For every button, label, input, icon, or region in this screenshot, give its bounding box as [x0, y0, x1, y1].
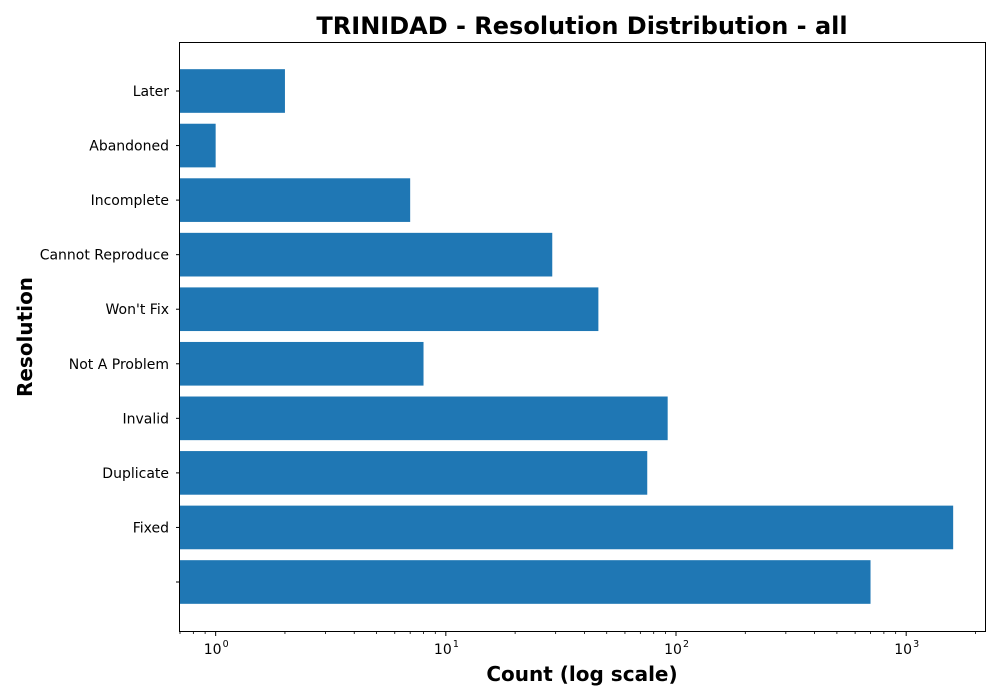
- y-tick-label: Not A Problem: [69, 357, 169, 373]
- y-axis-label: Resolution: [13, 277, 37, 397]
- y-tick-label: Later: [133, 84, 169, 100]
- y-tick-label: Invalid: [122, 411, 169, 427]
- y-tick-label: Cannot Reproduce: [40, 248, 169, 264]
- y-tick-label: Incomplete: [91, 193, 169, 209]
- y-tick-label: Fixed: [133, 520, 169, 536]
- bar-fixed: [180, 506, 953, 550]
- y-tick-label: Duplicate: [102, 466, 169, 482]
- bar-later: [180, 69, 285, 113]
- chart-title: TRINIDAD - Resolution Distribution - all: [316, 12, 847, 40]
- x-axis-label: Count (log scale): [486, 662, 677, 686]
- bar-not-a-problem: [180, 342, 424, 386]
- x-tick-label: 10: [664, 642, 682, 658]
- bar-duplicate: [180, 451, 647, 495]
- x-tick-exponent: 0: [223, 639, 229, 650]
- bar-cannot-reproduce: [180, 233, 552, 277]
- y-ticks-group: Fixed Duplicate Invalid Not A Problem Won't …: [40, 84, 180, 582]
- y-tick-label: Won't Fix: [106, 302, 169, 318]
- x-tick-exponent: 2: [683, 639, 689, 650]
- x-tick-label: 10: [204, 642, 222, 658]
- x-ticks-group: 10 0 10 1 10 2 10 3: [180, 631, 975, 658]
- x-tick-label: 10: [894, 642, 912, 658]
- x-tick-exponent: 1: [453, 639, 459, 650]
- bar-abandoned: [180, 124, 216, 168]
- y-tick-label: Abandoned: [89, 139, 169, 155]
- x-tick-exponent: 3: [913, 639, 919, 650]
- bar-won-t-fix: [180, 287, 598, 331]
- bars-group: [180, 69, 953, 604]
- bar-incomplete: [180, 178, 410, 222]
- bar-invalid: [180, 397, 668, 441]
- bar-blank: [180, 560, 871, 604]
- x-tick-label: 10: [434, 642, 452, 658]
